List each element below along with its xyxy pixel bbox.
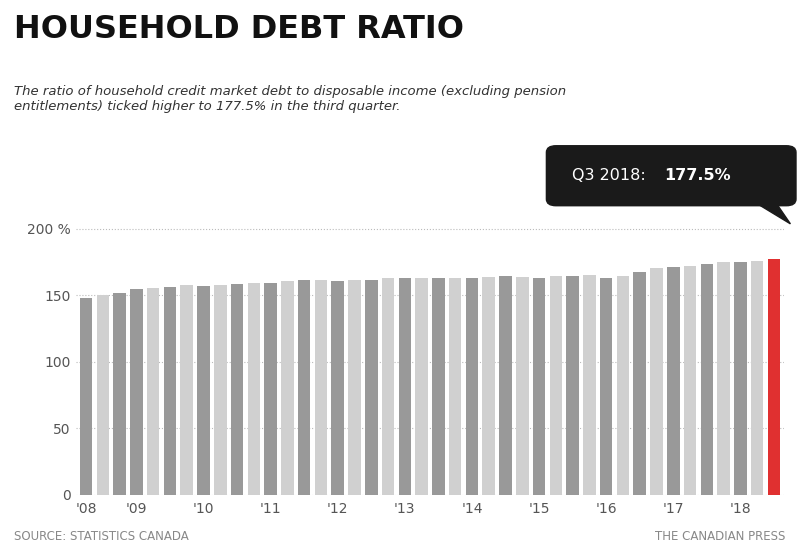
Bar xyxy=(583,275,596,495)
Text: Q3 2018:: Q3 2018: xyxy=(572,168,651,183)
Bar xyxy=(164,287,176,495)
Bar xyxy=(634,272,646,495)
Text: THE CANADIAN PRESS: THE CANADIAN PRESS xyxy=(655,530,786,543)
Bar xyxy=(600,278,613,495)
Bar xyxy=(382,278,394,495)
Bar xyxy=(768,259,780,495)
Bar xyxy=(449,278,462,495)
Bar xyxy=(466,278,478,495)
Text: SOURCE: STATISTICS CANADA: SOURCE: STATISTICS CANADA xyxy=(14,530,189,543)
Bar xyxy=(516,277,529,495)
Bar xyxy=(214,285,226,495)
Bar xyxy=(751,261,763,495)
Bar xyxy=(331,282,344,495)
Bar xyxy=(314,280,327,495)
Bar xyxy=(130,289,142,495)
Bar xyxy=(114,293,126,495)
Bar xyxy=(181,285,193,495)
Text: 177.5%: 177.5% xyxy=(664,168,730,183)
Bar xyxy=(247,283,260,495)
Bar xyxy=(718,262,730,495)
Bar xyxy=(566,276,579,495)
Text: The ratio of household credit market debt to disposable income (excluding pensio: The ratio of household credit market deb… xyxy=(14,85,566,113)
Bar xyxy=(365,279,378,495)
Bar xyxy=(298,280,310,495)
Bar xyxy=(533,278,546,495)
Bar xyxy=(650,268,662,495)
Bar xyxy=(684,266,696,495)
Bar xyxy=(398,278,411,495)
Bar xyxy=(734,262,746,495)
Bar xyxy=(550,276,562,495)
Bar xyxy=(97,295,109,495)
Bar xyxy=(348,280,361,495)
Text: HOUSEHOLD DEBT RATIO: HOUSEHOLD DEBT RATIO xyxy=(14,14,464,45)
Bar xyxy=(617,276,630,495)
Bar xyxy=(432,278,445,495)
Bar xyxy=(667,267,679,495)
Bar xyxy=(701,264,713,495)
Bar xyxy=(415,278,428,495)
Bar xyxy=(147,288,159,495)
Bar xyxy=(482,277,495,495)
Bar xyxy=(80,298,92,495)
Bar xyxy=(198,286,210,495)
Bar xyxy=(230,284,243,495)
Bar xyxy=(499,276,512,495)
Bar xyxy=(281,281,294,495)
Bar xyxy=(264,283,277,495)
